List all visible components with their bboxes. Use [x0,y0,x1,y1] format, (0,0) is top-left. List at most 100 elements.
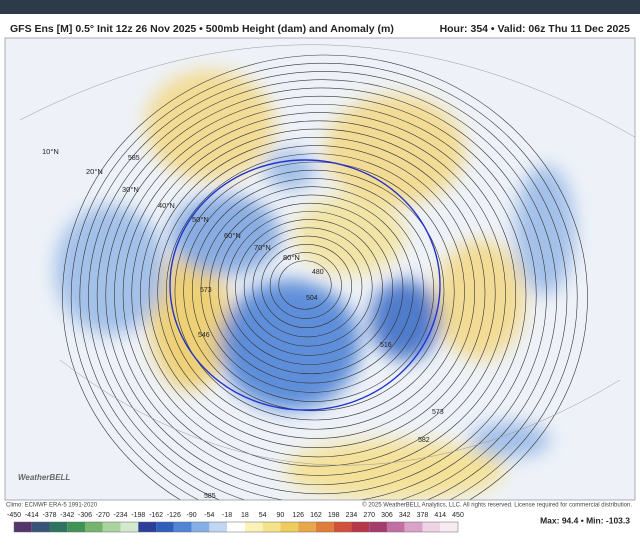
height-contour [174,161,455,421]
colorbar-bin [102,522,121,532]
colorbar-bin [298,522,316,532]
colorbar-tick-label: -450 [7,512,21,519]
colorbar-tick-label: 90 [277,512,285,519]
height-contour [217,202,404,375]
colorbar-bin [386,522,405,532]
height-contour [122,112,517,476]
stats: Max: 94.4 • Min: -103.3 [540,515,630,525]
top-bar [0,0,640,14]
latitude-label: 20°N [86,167,103,176]
colorbar-bin [173,522,192,532]
colorbar-tick-label: 198 [328,512,340,519]
colorbar-tick-label: -126 [167,512,181,519]
colorbar-tick-label: -234 [114,512,128,519]
height-contour [62,54,588,500]
colorbar-bin [227,522,245,532]
height-contour [269,252,342,319]
colorbar-bin [315,522,334,532]
height-contour [243,227,373,347]
colorbar-tick-label: -306 [78,512,92,519]
colorbar-tick-label: -270 [96,512,110,519]
height-contour [96,87,547,500]
height-contour [261,243,353,329]
height-contour [131,120,506,467]
colorbar-bin [85,522,103,532]
contour-label: 516 [380,342,392,349]
height-contour [278,260,332,310]
colorbar-bin [262,522,281,532]
colorbar-bin [280,522,299,532]
contour-label: 585 [204,493,216,500]
colorbar-tick-label: 162 [310,512,322,519]
colorbar-tick-label: 450 [452,512,464,519]
height-contour [235,219,383,356]
colorbar-tick-label: 126 [292,512,304,519]
colorbar-bin [191,522,210,532]
colorbar-bin [333,522,352,532]
contour-label: 573 [432,409,444,416]
contour-label: 585 [128,155,140,162]
colorbar-bin [120,522,139,532]
colorbar-tick-label: 54 [259,512,267,519]
height-contour [200,186,424,393]
colorbar-bin [14,522,32,532]
colorbar-tick-label: -342 [60,512,74,519]
colorbar: -450 -414 -378 -342 -306 -270 -234 -198 -162 -126… [7,512,464,533]
height-contour [79,71,568,500]
latitude-label: 30°N [122,185,139,194]
height-contour [252,235,363,338]
latitude-label: 50°N [192,215,209,224]
contour-label: 504 [306,295,318,302]
colorbar-tick-label: -162 [149,512,163,519]
colorbar-bin [49,522,68,532]
colorbar-tick-label: -198 [131,512,145,519]
colorbar-bin [31,522,50,532]
height-contour [226,211,394,365]
colorbar-tick-label: -378 [43,512,57,519]
logo: WeatherBELL [18,473,70,482]
colorbar-bin [244,522,263,532]
height-contour [191,178,435,402]
height-contour [183,169,445,412]
latitude-label: 40°N [158,201,175,210]
colorbar-tick-label: 306 [381,512,393,519]
climo: Climo: ECMWF ERA-5 1991-2020 [6,503,98,509]
colorbar-bin [404,522,423,532]
colorbar-tick-label: -414 [25,512,39,519]
colorbar-bin [209,522,228,532]
copyright: © 2025 WeatherBELL Analytics, LLC. All r… [362,502,632,509]
colorbar-tick-label: 270 [363,512,375,519]
height-contour [88,79,557,500]
colorbar-bin [156,522,174,532]
height-contour [105,95,537,495]
latitude-label: 80°N [283,253,300,262]
colorbar-bin [422,522,441,532]
colorbar-tick-label: -54 [204,512,214,519]
contour-label: 480 [312,269,324,276]
contour-label: 573 [200,287,212,294]
height-contour [114,104,527,485]
height-contour [165,153,465,430]
colorbar-tick-label: 378 [417,512,429,519]
header-valid: Hour: 354 • Valid: 06z Thu 11 Dec 2025 [440,23,631,35]
colorbar-tick-label: -90 [187,512,197,519]
header-title: GFS Ens [M] 0.5° Init 12z 26 Nov 2025 • … [10,23,394,35]
colorbar-bin [369,522,387,532]
colorbar-bin [138,522,157,532]
colorbar-bin [67,522,86,532]
height-contour [209,194,414,384]
colorbar-bin [440,522,458,532]
height-contour [140,128,496,458]
height-contour [157,145,476,439]
height-contour [70,63,578,500]
contour-labels: 585 573 546 516 504 480 582 573 585 [128,155,444,500]
latitude-labels: 10°N 20°N 30°N 40°N 50°N 60°N 70°N 80°N [42,147,300,262]
latitude-label: 60°N [224,231,241,240]
colorbar-bin [351,522,370,532]
colorbar-tick-label: 234 [346,512,358,519]
height-contour [148,137,486,448]
latitude-label: 70°N [254,243,271,252]
colorbar-tick-label: 414 [434,512,446,519]
